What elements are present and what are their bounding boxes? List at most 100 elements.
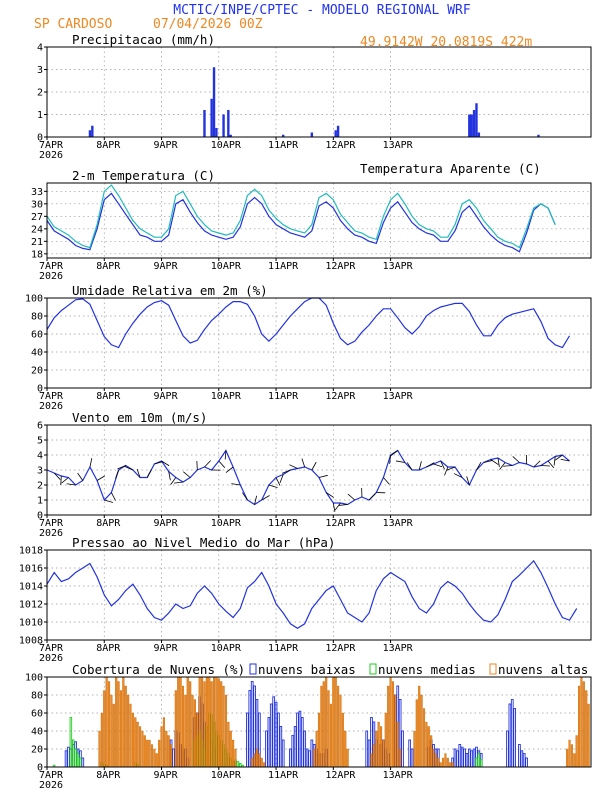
precip-bar <box>203 110 206 137</box>
cloud-bar-nuvens-altas <box>344 730 347 768</box>
x-tick-label: 11APR <box>268 643 299 654</box>
wind-vector <box>347 493 356 501</box>
wind-vector <box>231 483 241 486</box>
cloud-bar-nuvens-altas <box>215 676 218 768</box>
x-tick-label: 12APR <box>325 770 356 781</box>
x-tick-label: 12APR <box>325 518 356 529</box>
cloud-bar-nuvens-altas <box>394 694 397 768</box>
x-tick-label: 9APR <box>154 518 179 529</box>
cloud-bar-nuvens-altas <box>329 703 332 768</box>
series-line-primary <box>46 559 578 630</box>
y-tick-label: 100 <box>25 294 43 305</box>
cloud-bar-nuvens-baixas <box>518 744 521 768</box>
cloud-bar-nuvens-altas <box>105 676 108 768</box>
wind-vector <box>183 471 191 478</box>
cloud-bar-nuvens-altas <box>212 676 216 768</box>
x-tick-label: 12APR <box>325 391 356 402</box>
series-line-primary <box>46 297 571 349</box>
wind-vector <box>318 474 328 478</box>
cloud-bar-nuvens-altas <box>375 730 378 768</box>
y-tick-label: 60 <box>31 330 43 341</box>
x-tick-label: 11APR <box>268 391 299 402</box>
wind-vector <box>338 504 348 506</box>
cloud-bar-nuvens-altas <box>427 726 430 768</box>
precip-bar <box>310 132 314 137</box>
series-line-primary <box>46 192 556 253</box>
cloud-bar-nuvens-altas <box>387 685 390 768</box>
precip-bar <box>334 130 337 137</box>
x-tick-label: 10APR <box>211 140 242 151</box>
cloud-bar-nuvens-medias <box>477 753 481 768</box>
cloud-bar-nuvens-altas <box>315 730 318 768</box>
cloud-bar-nuvens-baixas <box>265 730 268 768</box>
cloud-bar-nuvens-altas <box>322 681 325 768</box>
cloud-bar-nuvens-medias <box>239 762 242 768</box>
x-tick-label: 7APR <box>39 391 64 402</box>
cloud-bar-nuvens-baixas <box>453 748 457 768</box>
y-tick-label: 21 <box>31 237 43 248</box>
precip-bar <box>472 110 476 137</box>
cloud-bar-nuvens-altas <box>389 676 392 768</box>
cloud-bar-nuvens-altas <box>415 699 418 768</box>
y-tick-label: 40 <box>31 348 43 359</box>
wind-vector <box>115 469 119 479</box>
wind-vector <box>275 477 281 486</box>
cloud-bar-nuvens-altas <box>420 694 423 768</box>
cloud-bar-nuvens-baixas <box>277 712 280 768</box>
y-tick-label: 1008 <box>19 636 43 647</box>
cloud-bar-nuvens-altas <box>184 694 187 768</box>
x-tick-label: 8APR <box>96 140 121 151</box>
cloud-bar-nuvens-baixas <box>470 750 474 768</box>
cloud-bar-nuvens-altas <box>263 762 266 768</box>
cloud-bar-nuvens-altas <box>573 753 576 768</box>
precip-bar <box>222 114 225 137</box>
coords-label: 49.9142W 20.0819S 422m <box>360 35 532 50</box>
x-tick-label: 7APR <box>39 643 64 654</box>
year-label: 2026 <box>39 271 63 282</box>
x-tick-label: 9APR <box>154 391 179 402</box>
x-tick-label: 13APR <box>383 391 414 402</box>
cloud-bar-nuvens-altas <box>399 748 402 768</box>
x-tick-label: 8APR <box>96 261 121 272</box>
wind-vector <box>325 492 334 498</box>
cloud-bar-nuvens-baixas <box>289 748 292 768</box>
cloud-bar-nuvens-altas <box>327 690 330 768</box>
wind-vector <box>368 493 376 501</box>
wind-vector <box>96 475 106 481</box>
cloud-bar-nuvens-altas <box>160 726 163 768</box>
y-tick-label: 60 <box>31 709 43 720</box>
cloud-bar-nuvens-altas <box>382 739 385 768</box>
cloud-bar-nuvens-baixas <box>281 739 285 768</box>
cloud-bar-nuvens-altas <box>260 757 263 768</box>
location-label: SP CARDOSO <box>34 17 112 32</box>
precip-bar <box>91 125 94 137</box>
x-tick-label: 13APR <box>383 518 414 529</box>
precip-bar <box>468 114 471 137</box>
cloud-bar-nuvens-altas <box>432 748 435 768</box>
cloud-bar-nuvens-altas <box>258 753 261 768</box>
cloud-bar-nuvens-altas <box>134 717 137 768</box>
x-tick-label: 9APR <box>154 643 179 654</box>
cloud-bar-nuvens-altas <box>139 726 142 768</box>
cloud-bar-nuvens-altas <box>391 681 395 768</box>
cloud-bar-nuvens-altas <box>127 694 130 768</box>
cloud-bar-nuvens-altas <box>141 730 144 768</box>
wind-vector <box>560 458 570 462</box>
date-label: 07/04/2026 00Z <box>153 17 263 32</box>
precip-bar <box>470 114 473 137</box>
cloud-bar-nuvens-altas <box>413 730 416 768</box>
cloud-bar-nuvens-baixas <box>250 681 254 768</box>
cloud-bar-nuvens-baixas <box>300 717 304 768</box>
cloud-bar-nuvens-altas <box>162 717 165 768</box>
cloud-bar-nuvens-altas <box>165 730 168 768</box>
wind-vector <box>547 460 555 469</box>
cloud-bar-nuvens-baixas <box>458 744 462 768</box>
cloud-bar-nuvens-baixas <box>269 703 273 768</box>
cloud-bar-nuvens-altas <box>107 681 111 768</box>
cloud-bar-nuvens-altas <box>566 748 569 768</box>
cloud-bar-nuvens-altas <box>587 703 590 768</box>
panel-title: Cobertura de Nuvens (%) <box>72 662 245 677</box>
x-tick-label: 8APR <box>96 770 121 781</box>
precip-bar <box>215 128 218 137</box>
